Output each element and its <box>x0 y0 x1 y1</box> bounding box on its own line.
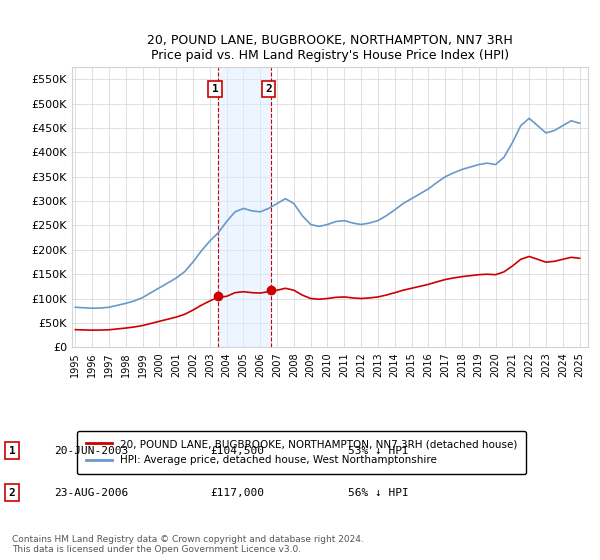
Bar <box>218 67 271 347</box>
Title: 20, POUND LANE, BUGBROOKE, NORTHAMPTON, NN7 3RH
Price paid vs. HM Land Registry': 20, POUND LANE, BUGBROOKE, NORTHAMPTON, … <box>147 34 513 62</box>
Text: 56% ↓ HPI: 56% ↓ HPI <box>348 488 409 498</box>
Text: 1: 1 <box>212 84 218 94</box>
Text: 53% ↓ HPI: 53% ↓ HPI <box>348 446 409 456</box>
Text: 1: 1 <box>8 446 16 456</box>
Legend: 20, POUND LANE, BUGBROOKE, NORTHAMPTON, NN7 3RH (detached house), HPI: Average p: 20, POUND LANE, BUGBROOKE, NORTHAMPTON, … <box>77 431 526 474</box>
Text: 23-AUG-2006: 23-AUG-2006 <box>54 488 128 498</box>
Text: £104,500: £104,500 <box>210 446 264 456</box>
Text: 2: 2 <box>8 488 16 498</box>
Text: £117,000: £117,000 <box>210 488 264 498</box>
Text: 20-JUN-2003: 20-JUN-2003 <box>54 446 128 456</box>
Text: Contains HM Land Registry data © Crown copyright and database right 2024.
This d: Contains HM Land Registry data © Crown c… <box>12 535 364 554</box>
Text: 2: 2 <box>265 84 272 94</box>
